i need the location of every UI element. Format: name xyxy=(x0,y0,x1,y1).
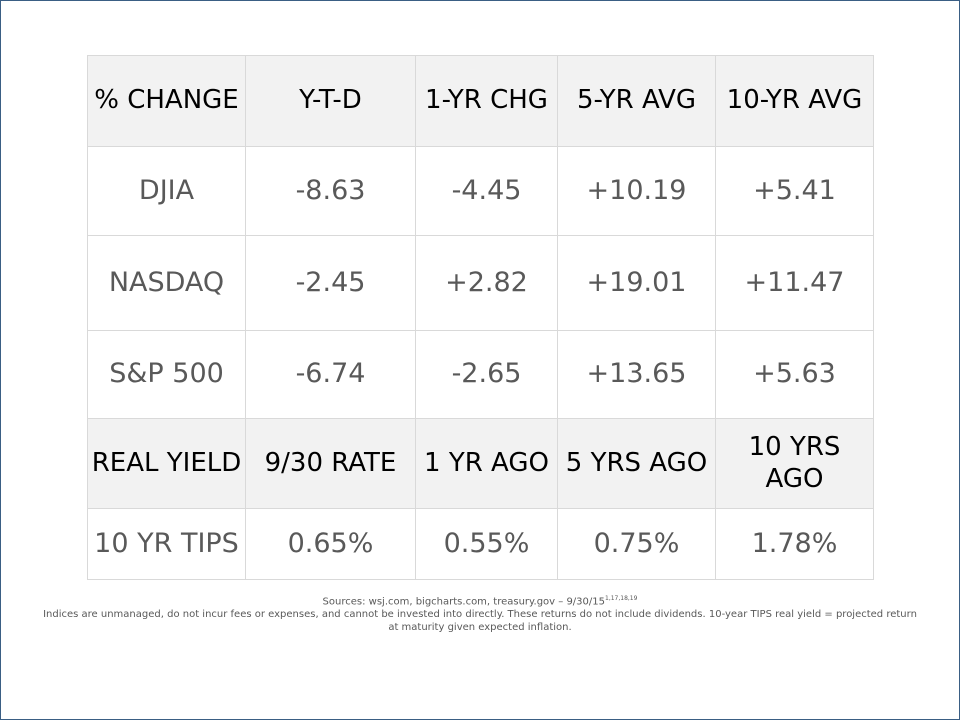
cell-5yr: +13.65 xyxy=(557,330,716,419)
header-1yr-ago: 1 YR AGO xyxy=(415,418,558,509)
cell-5yr: +19.01 xyxy=(557,235,716,331)
table-row: S&P 500 -6.74 -2.65 +13.65 +5.63 xyxy=(87,330,874,419)
table-row: 10 YR TIPS 0.65% 0.55% 0.75% 1.78% xyxy=(87,508,874,580)
disclaimer-text: Indices are unmanaged, do not incur fees… xyxy=(43,609,917,634)
header-rate: 9/30 RATE xyxy=(245,418,416,509)
table-row: NASDAQ -2.45 +2.82 +19.01 +11.47 xyxy=(87,235,874,331)
cell-10yr: +5.63 xyxy=(715,330,874,419)
row-label: S&P 500 xyxy=(87,330,246,419)
header-10yr-avg: 10-YR AVG xyxy=(715,55,874,147)
header-10yrs-ago: 10 YRS AGO xyxy=(715,418,874,509)
sources-line: Sources: wsj.com, bigcharts.com, treasur… xyxy=(40,595,920,608)
cell-ytd: -8.63 xyxy=(245,146,416,236)
cell-10yr: +5.41 xyxy=(715,146,874,236)
table-row: DJIA -8.63 -4.45 +10.19 +5.41 xyxy=(87,146,874,236)
header-5yr-avg: 5-YR AVG xyxy=(557,55,716,147)
cell-5yr: +10.19 xyxy=(557,146,716,236)
footer-notes: Sources: wsj.com, bigcharts.com, treasur… xyxy=(40,595,920,634)
header-row-yield: REAL YIELD 9/30 RATE 1 YR AGO 5 YRS AGO … xyxy=(87,418,874,509)
cell-1yr: 0.55% xyxy=(415,508,558,580)
cell-1yr: -4.45 xyxy=(415,146,558,236)
cell-10yr: +11.47 xyxy=(715,235,874,331)
market-table: % CHANGE Y-T-D 1-YR CHG 5-YR AVG 10-YR A… xyxy=(87,55,874,580)
header-row-change: % CHANGE Y-T-D 1-YR CHG 5-YR AVG 10-YR A… xyxy=(87,55,874,147)
header-5yrs-ago: 5 YRS AGO xyxy=(557,418,716,509)
cell-5yr: 0.75% xyxy=(557,508,716,580)
header-ytd: Y-T-D xyxy=(245,55,416,147)
sources-text: Sources: wsj.com, bigcharts.com, treasur… xyxy=(322,596,605,608)
cell-rate: 0.65% xyxy=(245,508,416,580)
cell-10yr: 1.78% xyxy=(715,508,874,580)
header-percent-change: % CHANGE xyxy=(87,55,246,147)
row-label: DJIA xyxy=(87,146,246,236)
header-1yr-chg: 1-YR CHG xyxy=(415,55,558,147)
row-label: NASDAQ xyxy=(87,235,246,331)
row-label: 10 YR TIPS xyxy=(87,508,246,580)
cell-1yr: +2.82 xyxy=(415,235,558,331)
sources-superscript: 1,17,18,19 xyxy=(605,595,638,602)
header-real-yield: REAL YIELD xyxy=(87,418,246,509)
cell-1yr: -2.65 xyxy=(415,330,558,419)
cell-ytd: -6.74 xyxy=(245,330,416,419)
cell-ytd: -2.45 xyxy=(245,235,416,331)
